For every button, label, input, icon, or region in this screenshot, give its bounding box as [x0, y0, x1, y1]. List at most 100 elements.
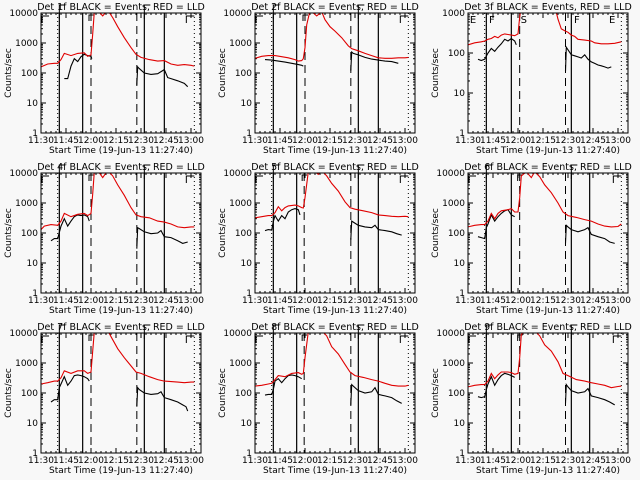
bracket-mark [301, 334, 308, 341]
events-series-line [50, 374, 90, 403]
x-tick-label: 11:45 [267, 296, 293, 306]
x-tick-label: 12:00 [292, 296, 318, 306]
bracket-mark [88, 14, 94, 21]
x-tick-label: 13:00 [392, 296, 418, 306]
x-tick-label: 11:30 [242, 136, 268, 146]
y-tick-label: 1 [246, 289, 252, 299]
y-tick-label: 100 [235, 69, 252, 79]
events-series-line-segment [350, 50, 399, 71]
x-tick-label: 13:00 [178, 296, 204, 306]
bracket-mark [58, 324, 66, 339]
x-tick-label: 13:00 [605, 136, 631, 146]
y-tick-label: 10000 [223, 169, 252, 179]
attenuator-mode-label: S [521, 15, 527, 26]
y-tick-label: 1 [459, 289, 465, 299]
y-axis-label: Counts/sec [4, 368, 14, 418]
x-tick-label: 11:45 [53, 296, 79, 306]
bracket-mark [255, 335, 263, 343]
x-tick-label: 11:30 [242, 456, 268, 466]
y-tick-label: 10 [241, 419, 253, 429]
x-tick-label: 12:30 [555, 456, 581, 466]
bracket-mark [468, 175, 476, 183]
x-axis-label: Start Time (19-Jun-13 11:27:40) [263, 146, 407, 156]
panel-title: Det 1f BLACK = Events, RED = LLD [37, 2, 205, 13]
x-axis-label: Start Time (19-Jun-13 11:27:40) [476, 146, 620, 156]
plot-frame [254, 12, 416, 134]
lld-series-line [468, 333, 622, 389]
events-series-line [264, 59, 304, 67]
bracket-mark [185, 175, 195, 183]
x-axis-label: Start Time (19-Jun-13 11:27:40) [49, 306, 193, 316]
events-series-line-segment [136, 386, 189, 412]
plot-frame [254, 172, 416, 294]
y-axis-label: Counts/sec [218, 208, 228, 258]
x-tick-label: 11:45 [53, 456, 79, 466]
bracket-mark [143, 164, 151, 179]
y-axis-label: Counts/sec [431, 368, 441, 418]
lld-series-line [468, 13, 622, 46]
y-tick-label: 1000 [442, 199, 465, 209]
bracket-mark [468, 335, 476, 343]
y-axis-label: Counts/sec [4, 48, 14, 98]
y-axis-label: Counts/sec [218, 48, 228, 98]
x-tick-label: 11:30 [28, 136, 54, 146]
bracket-mark [612, 175, 622, 183]
x-tick-label: 12:15 [530, 136, 556, 146]
y-tick-label: 1 [246, 449, 252, 459]
plot-frame [467, 12, 629, 134]
plot-frame [254, 332, 416, 454]
x-tick-label: 12:00 [505, 136, 531, 146]
bracket-mark [399, 335, 409, 343]
bracket-mark [399, 15, 409, 23]
panel-title: Det 2f BLACK = Events, RED = LLD [251, 2, 419, 13]
panel-title: Det 8f BLACK = Events, RED = LLD [251, 322, 419, 333]
x-tick-label: 11:30 [455, 136, 481, 146]
x-tick-label: 12:45 [367, 456, 393, 466]
y-tick-label: 10000 [9, 169, 38, 179]
detector-panel-6: Det 6f BLACK = Events, RED = LLD Counts/s… [431, 162, 632, 316]
x-tick-label: 12:30 [555, 136, 581, 146]
bracket-mark [58, 4, 66, 19]
x-tick-label: 12:00 [78, 296, 104, 306]
x-tick-label: 11:45 [53, 136, 79, 146]
detector-panel-7: Det 7f BLACK = Events, RED = LLD Counts/s… [4, 322, 205, 476]
events-series-line [50, 214, 90, 242]
y-tick-label: 10000 [9, 9, 38, 19]
y-tick-label: 1 [246, 129, 252, 139]
x-tick-label: 12:30 [128, 456, 154, 466]
x-tick-label: 13:00 [392, 136, 418, 146]
x-tick-label: 13:00 [605, 296, 631, 306]
x-tick-label: 12:30 [342, 456, 368, 466]
bracket-mark [272, 324, 280, 339]
y-tick-label: 1000 [229, 199, 252, 209]
events-series-line [477, 372, 515, 399]
bracket-mark [41, 335, 49, 343]
attenuator-mode-label: F [574, 15, 580, 26]
x-tick-label: 12:30 [128, 296, 154, 306]
x-tick-label: 12:15 [317, 456, 343, 466]
y-tick-label: 100 [448, 389, 465, 399]
x-tick-label: 12:45 [367, 296, 393, 306]
x-tick-label: 12:15 [530, 296, 556, 306]
bracket-mark [185, 335, 195, 343]
plot-frame [467, 332, 629, 454]
panel-title: Det 9f BLACK = Events, RED = LLD [464, 322, 632, 333]
x-tick-label: 12:30 [342, 136, 368, 146]
y-tick-label: 10 [27, 99, 39, 109]
plot-frame [40, 332, 202, 454]
y-tick-label: 1000 [15, 359, 38, 369]
x-tick-label: 12:00 [292, 456, 318, 466]
x-axis-label: Start Time (19-Jun-13 11:27:40) [49, 146, 193, 156]
plot-frame [40, 172, 202, 294]
bracket-mark [357, 4, 365, 19]
x-tick-label: 11:30 [455, 296, 481, 306]
x-tick-label: 12:15 [103, 296, 129, 306]
bracket-mark [143, 324, 151, 339]
y-tick-label: 100 [235, 389, 252, 399]
detector-panel-9: Det 9f BLACK = Events, RED = LLD Counts/s… [431, 322, 632, 476]
detector-panel-8: Det 8f BLACK = Events, RED = LLD Counts/s… [218, 322, 419, 476]
y-axis-label: Counts/sec [4, 208, 14, 258]
plot-frame [40, 12, 202, 134]
x-tick-label: 12:15 [103, 136, 129, 146]
panel-title: Det 3f BLACK = Events, RED = LLD [464, 2, 632, 13]
